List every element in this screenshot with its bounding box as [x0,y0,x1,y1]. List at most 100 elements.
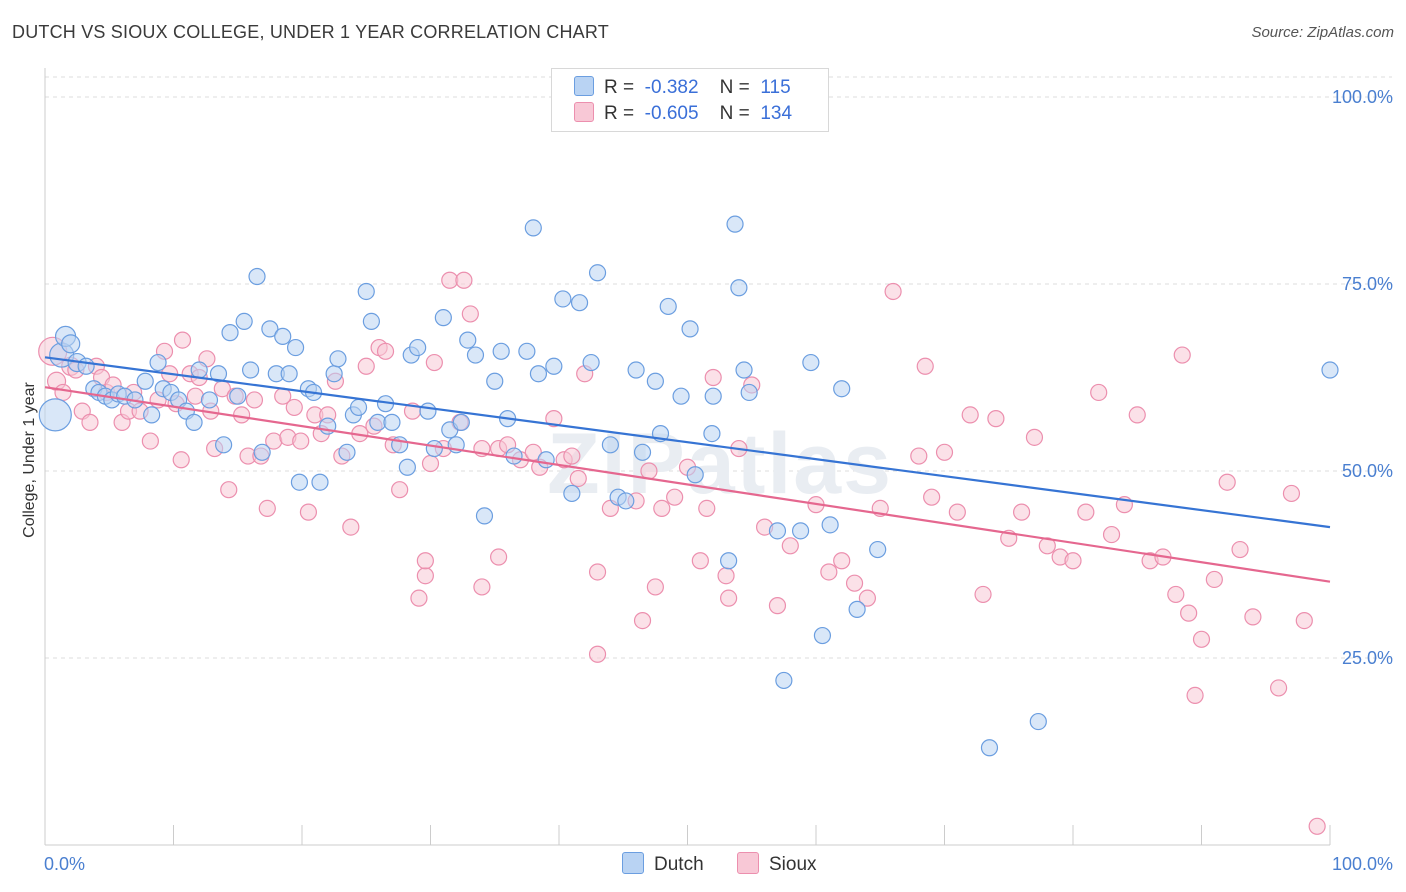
sioux-point [1167,585,1185,604]
dutch-point [505,447,523,465]
dutch-point [143,406,161,424]
dutch-legend-label: Dutch [654,854,704,875]
dutch-point [554,290,572,308]
sioux-point [416,552,434,570]
dutch-point [459,331,477,349]
sioux-point [1186,686,1204,705]
dutch-point [848,600,866,618]
trend-lines [44,356,1331,583]
dutch-point [311,473,329,491]
sioux-point [1012,503,1031,521]
sioux-point [884,282,902,301]
sioux-legend-swatch [737,852,759,874]
sioux-point [910,447,928,465]
sioux-point [1038,537,1056,555]
dutch-point [646,372,664,390]
y-tick-label: 25.0% [1342,648,1393,668]
sioux-point [141,432,159,450]
dutch-point [833,380,851,398]
sioux-point [258,499,276,517]
dutch-point [229,387,247,405]
y-tick-label: 50.0% [1342,461,1393,481]
tick-labels: 25.0% 50.0% 75.0% 100.0% 0.0% 100.0% College, … [21,87,1393,874]
sioux-series [38,271,1326,835]
legend-box: R = -0.382 N = 115 R = -0.605 N = 134 [551,68,829,132]
sioux-point [858,589,877,607]
sioux-point [376,342,395,360]
dutch-point [524,219,542,237]
sioux-point [833,552,851,570]
sioux-point [1231,540,1249,559]
sioux-point [820,563,838,581]
dutch-n-value: 115 [760,77,791,98]
dutch-point [529,365,548,383]
axes [44,68,1331,846]
dutch-point [136,372,154,390]
dutch-point [221,324,239,342]
sioux-point [588,645,607,663]
sioux-point [948,503,966,521]
sioux-point [720,589,738,607]
dutch-point [452,413,470,431]
dutch-point [980,739,999,757]
dutch-point [434,309,452,327]
dutch-point [200,391,219,409]
sioux-point [768,597,787,615]
dutch-point [338,443,356,461]
y-tick-label: 75.0% [1342,274,1393,294]
dutch-r-label: R = [604,77,635,98]
sioux-point [961,406,979,424]
dutch-point [545,357,563,375]
sioux-swatch [574,102,594,122]
sioux-point [473,578,491,596]
sioux-point [490,548,508,566]
sioux-point [173,331,192,349]
dutch-point [601,436,620,454]
dutch-point [869,540,887,559]
sioux-point [1128,406,1146,424]
dutch-point [290,473,309,491]
sioux-point [172,451,190,469]
sioux-point [1102,525,1121,544]
sioux-point [425,353,443,372]
sioux-point [1090,383,1108,402]
dutch-point [475,507,494,525]
dutch-point [215,436,233,454]
dutch-point [627,361,645,379]
sioux-point [1269,679,1288,697]
sioux-point [1173,346,1191,364]
sioux-point [455,271,473,289]
dutch-point [570,294,589,312]
dutch-point [329,350,347,368]
dutch-point [740,383,758,402]
chart-title: DUTCH VS SIOUX COLLEGE, UNDER 1 YEAR COR… [12,22,609,42]
dutch-point [1321,361,1339,379]
dutch-point [362,312,380,330]
sioux-point [357,357,375,375]
dutch-point [77,357,95,375]
sioux-point [342,518,360,536]
sioux-point [704,368,722,387]
sioux-point [391,481,409,499]
x-tick-label-end: 100.0% [1332,854,1393,874]
dutch-point [802,353,820,372]
dutch-point [280,365,298,383]
dutch-point [409,338,427,357]
dutch-point [486,372,504,390]
dutch-r-value: -0.382 [644,77,699,98]
sioux-point [1218,473,1236,491]
dutch-point [726,215,744,233]
dutch-point [659,297,677,316]
sioux-point [220,481,238,499]
sioux-point [1244,608,1262,626]
sioux-point [974,585,992,604]
sioux-point [569,469,587,488]
dutch-point [149,353,167,372]
dutch-point [38,398,72,432]
sioux-point [1192,630,1211,648]
sioux-point [653,499,671,517]
sioux-point [563,447,581,465]
sioux-point [845,574,864,592]
dutch-point [61,334,81,354]
dutch-point [185,413,203,431]
